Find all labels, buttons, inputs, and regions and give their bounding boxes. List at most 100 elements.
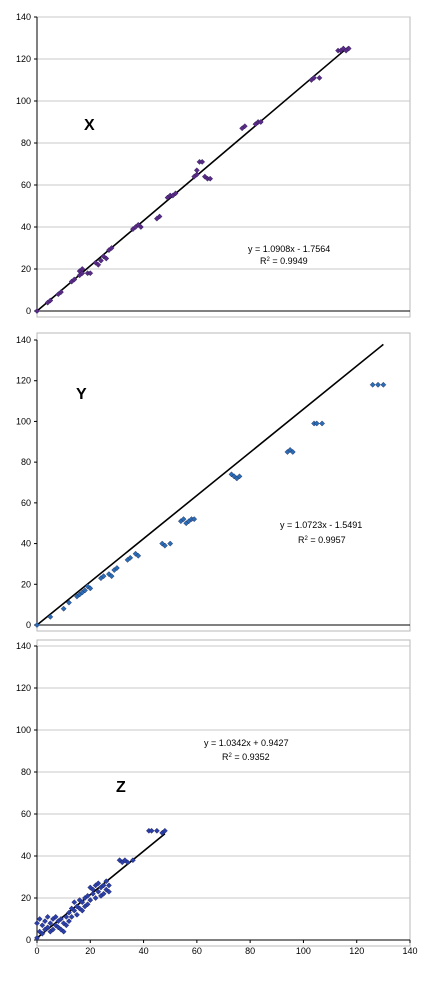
data-point: [236, 473, 243, 480]
data-point: [319, 420, 325, 427]
data-point: [106, 571, 112, 577]
data-point: [87, 270, 94, 277]
data-point: [156, 213, 163, 220]
data-point: [316, 75, 323, 81]
regression-equation: y = 1.0908x - 1.7564: [248, 244, 330, 254]
data-point: [106, 882, 112, 889]
data-point: [90, 886, 96, 893]
chart-panel-z: 0 20 40 60 80 100 120 140 0 20 40 60 80 100 120 140 Zy =…: [16, 639, 418, 956]
data-point: [287, 447, 293, 453]
data-point: [369, 381, 376, 388]
x-tick-label: 60: [192, 946, 202, 956]
data-point: [138, 224, 144, 230]
plot-area-border: [36, 332, 411, 632]
y-tick-label: 20: [21, 893, 31, 903]
y-tick-label: 20: [21, 264, 31, 274]
data-point: [106, 888, 112, 895]
data-point: [84, 901, 91, 908]
data-point: [172, 190, 179, 197]
data-point: [74, 911, 80, 918]
data-point: [42, 918, 48, 924]
y-tick-label: 0: [26, 935, 31, 945]
y-tick-label: 60: [21, 809, 31, 819]
data-point: [39, 930, 46, 937]
data-point: [167, 540, 174, 547]
data-point: [79, 907, 86, 914]
data-point: [193, 171, 200, 178]
data-point: [95, 261, 102, 268]
data-point: [135, 552, 142, 559]
data-point: [39, 922, 46, 929]
data-point: [207, 175, 214, 182]
data-point: [52, 922, 59, 929]
data-point: [130, 857, 136, 864]
data-point: [159, 540, 166, 547]
panel-label: Z: [116, 779, 126, 796]
data-point: [36, 916, 43, 922]
r-squared-label: R2 = 0.9957: [298, 535, 346, 545]
data-point: [100, 882, 107, 889]
data-point: [71, 276, 78, 283]
data-point: [82, 587, 88, 594]
data-point: [47, 297, 54, 304]
data-point: [44, 914, 51, 920]
data-point: [60, 928, 67, 935]
data-point: [180, 516, 187, 523]
panel-label: Y: [76, 386, 87, 403]
data-point: [127, 554, 134, 561]
data-point: [34, 935, 40, 941]
y-tick-label: 20: [21, 579, 31, 589]
data-point: [63, 922, 70, 929]
data-point: [162, 542, 168, 549]
data-point: [154, 827, 160, 834]
data-point: [228, 471, 235, 478]
y-tick-label: 120: [16, 683, 31, 693]
x-tick-label: 40: [139, 946, 149, 956]
data-point: [47, 920, 54, 927]
data-point: [103, 255, 110, 262]
data-point: [76, 897, 83, 903]
data-point: [108, 245, 115, 251]
y-tick-label: 100: [16, 416, 31, 426]
data-point: [44, 924, 51, 931]
y-tick-label: 60: [21, 498, 31, 508]
data-point: [289, 449, 296, 455]
data-point: [34, 920, 40, 927]
r-squared-label: R2 = 0.9352: [222, 752, 270, 762]
y-tick-label: 100: [16, 96, 31, 106]
y-tick-label: 0: [26, 620, 31, 630]
data-point: [84, 583, 91, 590]
x-tick-label: 100: [296, 946, 311, 956]
data-point: [84, 893, 91, 899]
y-tick-label: 120: [16, 54, 31, 64]
data-point: [100, 573, 107, 580]
data-point: [58, 289, 64, 295]
trendline: [36, 46, 350, 312]
y-tick-label: 40: [21, 851, 31, 861]
x-tick-label: 140: [402, 946, 417, 956]
y-tick-label: 100: [16, 725, 31, 735]
data-point: [95, 888, 102, 895]
data-point: [52, 914, 59, 920]
y-tick-label: 140: [16, 12, 31, 22]
y-tick-label: 120: [16, 376, 31, 386]
data-point: [95, 880, 102, 887]
data-point: [100, 890, 107, 897]
data-point: [36, 928, 43, 935]
y-tick-label: 40: [21, 539, 31, 549]
data-point: [380, 381, 387, 388]
data-point: [79, 899, 86, 906]
panel-label: X: [84, 117, 95, 134]
data-point: [241, 123, 248, 130]
y-tick-label: 80: [21, 138, 31, 148]
y-tick-label: 0: [26, 306, 31, 316]
data-point: [114, 565, 120, 571]
data-point: [66, 918, 72, 924]
data-point: [34, 308, 40, 314]
data-point: [375, 381, 381, 388]
data-point: [60, 605, 67, 612]
data-point: [199, 159, 206, 165]
data-point: [66, 599, 72, 606]
